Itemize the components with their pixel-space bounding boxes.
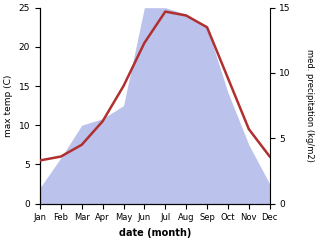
Y-axis label: max temp (C): max temp (C)	[4, 75, 13, 137]
Y-axis label: med. precipitation (kg/m2): med. precipitation (kg/m2)	[305, 49, 314, 162]
X-axis label: date (month): date (month)	[119, 228, 191, 238]
